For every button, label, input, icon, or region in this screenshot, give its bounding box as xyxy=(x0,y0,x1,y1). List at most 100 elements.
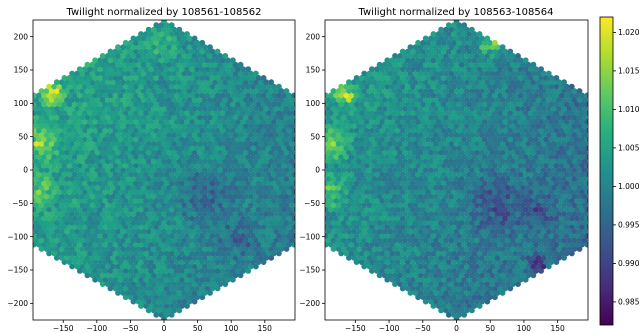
fiber-point xyxy=(104,70,111,77)
fiber-point xyxy=(502,197,509,204)
fiber-point xyxy=(173,110,180,116)
fiber-point xyxy=(87,127,93,134)
fiber-point xyxy=(219,75,226,81)
fiber-point xyxy=(361,254,368,261)
fiber-point xyxy=(512,206,519,213)
fiber-point xyxy=(237,263,244,270)
fiber-point xyxy=(125,79,132,86)
fiber-point xyxy=(399,92,406,99)
fiber-point xyxy=(82,75,88,81)
fiber-point xyxy=(466,180,473,187)
fiber-point xyxy=(115,237,121,244)
fiber-point xyxy=(433,132,439,138)
fiber-point xyxy=(201,167,208,173)
x-tick-label: 100 xyxy=(224,324,239,333)
fiber-point xyxy=(217,272,224,279)
fiber-point xyxy=(133,110,139,116)
fiber-point xyxy=(563,224,570,230)
fiber-point xyxy=(179,303,185,309)
fiber-point xyxy=(145,263,152,270)
fiber-point xyxy=(369,206,375,213)
fiber-point xyxy=(260,118,267,125)
fiber-point xyxy=(476,118,483,125)
fiber-point xyxy=(435,215,442,222)
fiber-point xyxy=(84,96,91,103)
fiber-point xyxy=(471,136,478,143)
fiber-point xyxy=(389,276,396,283)
fiber-point xyxy=(579,118,585,125)
fiber-point xyxy=(127,241,134,248)
fiber-point xyxy=(148,206,155,213)
fiber-point xyxy=(338,232,345,239)
fiber-point xyxy=(59,175,65,182)
fiber-point xyxy=(363,127,370,134)
fiber-point xyxy=(245,232,252,239)
fiber-point xyxy=(484,202,491,209)
fiber-point xyxy=(543,118,550,125)
fiber-point xyxy=(515,105,521,112)
fiber-point xyxy=(263,149,269,156)
y-tick-label: −150 xyxy=(7,266,28,275)
fiber-point xyxy=(245,259,252,265)
fiber-point xyxy=(440,224,447,230)
fiber-point xyxy=(278,132,285,138)
fiber-point xyxy=(476,197,483,204)
fiber-point xyxy=(112,127,119,134)
fiber-point xyxy=(125,175,132,182)
fiber-point xyxy=(99,228,106,235)
fiber-point xyxy=(204,162,211,169)
fiber-point xyxy=(219,250,226,257)
fiber-point xyxy=(186,228,193,235)
fiber-point xyxy=(581,228,588,235)
fiber-point xyxy=(76,171,83,178)
fiber-point xyxy=(517,92,524,99)
fiber-point xyxy=(207,149,213,156)
fiber-point xyxy=(173,268,180,274)
fiber-point xyxy=(438,149,444,156)
fiber-point xyxy=(369,162,375,169)
fiber-point xyxy=(189,232,196,239)
fiber-point xyxy=(366,140,373,147)
fiber-point xyxy=(143,303,150,309)
fiber-point xyxy=(120,254,127,261)
fiber-point xyxy=(120,263,127,270)
fiber-point xyxy=(194,241,201,248)
fiber-point xyxy=(59,254,65,261)
fiber-point xyxy=(348,180,355,187)
fiber-point xyxy=(430,110,437,116)
fiber-point xyxy=(130,53,137,59)
fiber-point xyxy=(173,31,180,37)
fiber-point xyxy=(232,228,239,235)
fiber-point xyxy=(242,184,249,191)
fiber-point xyxy=(176,175,183,182)
fiber-point xyxy=(335,193,342,200)
fiber-point xyxy=(227,167,234,173)
fiber-point xyxy=(184,206,190,213)
fiber-point xyxy=(451,303,457,309)
fiber-point xyxy=(140,211,147,217)
fiber-point xyxy=(330,219,337,226)
fiber-point xyxy=(138,197,144,204)
fiber-point xyxy=(492,92,498,99)
fiber-point xyxy=(433,298,439,305)
fiber-point xyxy=(112,145,119,152)
fiber-point xyxy=(422,96,429,103)
fiber-point xyxy=(189,145,196,152)
fiber-point xyxy=(471,189,478,195)
fiber-point xyxy=(186,237,193,244)
fiber-point xyxy=(568,101,575,108)
fiber-point xyxy=(250,118,257,125)
fiber-point xyxy=(384,224,391,230)
fiber-point xyxy=(112,92,119,99)
fiber-point xyxy=(558,215,565,222)
fiber-point xyxy=(527,162,534,169)
fiber-point xyxy=(412,202,419,209)
fiber-point xyxy=(122,57,129,64)
fiber-point xyxy=(458,132,465,138)
fiber-point xyxy=(394,110,401,116)
fiber-point xyxy=(204,48,211,55)
fiber-point xyxy=(381,88,388,94)
fiber-point xyxy=(538,206,544,213)
fiber-point xyxy=(36,197,42,204)
fiber-point xyxy=(504,237,511,244)
